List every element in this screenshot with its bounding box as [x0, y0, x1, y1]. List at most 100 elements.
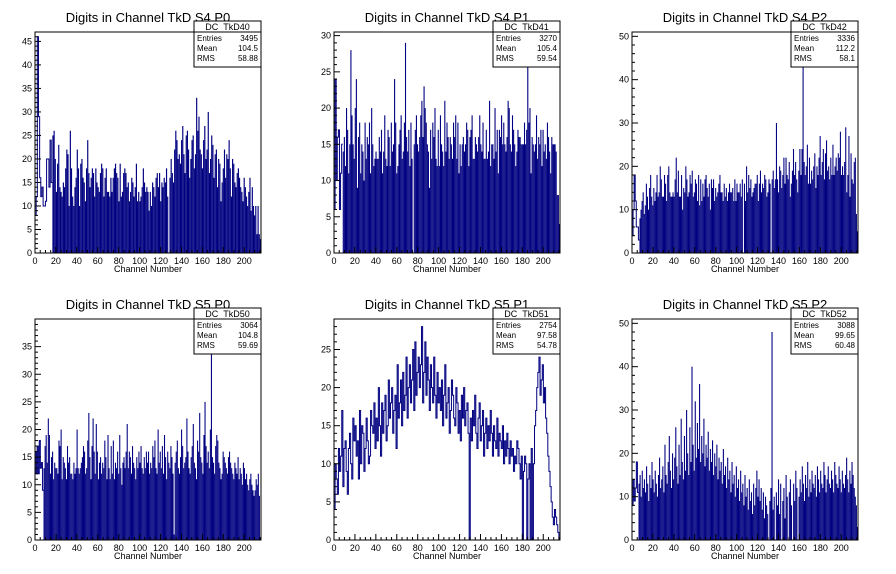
bin-88 [725, 188, 727, 253]
bin-140 [486, 158, 488, 253]
bin-168 [517, 129, 519, 253]
bin-127 [472, 158, 474, 253]
bin-110 [749, 188, 751, 253]
bin-89 [138, 191, 140, 253]
bin-157 [801, 466, 803, 540]
x-tick-label: 80 [711, 543, 721, 553]
x-tick-label: 20 [350, 543, 360, 553]
stats-value: 58.88 [238, 54, 259, 63]
stats-label: RMS [496, 54, 514, 63]
bin-202 [554, 144, 556, 253]
bin-46 [681, 462, 683, 540]
bin-126 [169, 468, 171, 540]
bin-93 [731, 192, 733, 253]
bin-118 [171, 173, 173, 253]
x-tick-label: 60 [392, 256, 402, 266]
bin-47 [85, 473, 87, 540]
bin-79 [126, 187, 128, 253]
bin-89 [431, 158, 433, 253]
bin-163 [208, 468, 210, 540]
bin-152 [211, 135, 213, 253]
bin-173 [819, 492, 821, 540]
y-tick-label: 40 [22, 60, 32, 70]
bin-47 [385, 158, 387, 253]
bin-183 [230, 462, 232, 540]
bin-141 [487, 151, 490, 253]
bin-95 [136, 457, 138, 540]
bin-113 [752, 192, 754, 253]
bin-86 [724, 466, 727, 540]
bin-41 [78, 473, 80, 540]
bin-154 [798, 496, 800, 540]
histogram-bins [333, 42, 560, 254]
bin-202 [250, 473, 252, 540]
bin-168 [214, 473, 216, 540]
bin-162 [222, 168, 224, 253]
bin-75 [711, 188, 714, 253]
bin-89 [726, 201, 728, 253]
bin-16 [52, 451, 54, 540]
bin-41 [82, 177, 84, 253]
bin-151 [795, 470, 797, 540]
bin-176 [238, 177, 241, 253]
bin-78 [125, 173, 127, 253]
y-tick-label: 45 [22, 36, 32, 46]
bin-174 [817, 175, 819, 253]
x-tick-label: 40 [371, 256, 381, 266]
bin-96 [734, 179, 736, 253]
bin-130 [772, 509, 774, 540]
bin-164 [209, 429, 211, 540]
bin-199 [844, 162, 846, 253]
bin-171 [814, 153, 816, 253]
bin-107 [450, 144, 452, 253]
x-tick-label: 160 [195, 256, 210, 266]
bin-155 [797, 192, 799, 253]
bin-143 [784, 183, 786, 253]
bin-51 [94, 196, 96, 253]
y-tick-label: 15 [321, 421, 331, 431]
bin-25 [361, 144, 363, 253]
bin-72 [708, 183, 710, 253]
bin-131 [773, 496, 775, 540]
bin-50 [388, 137, 390, 253]
bin-187 [831, 175, 833, 253]
bin-100 [141, 468, 143, 540]
bin-45 [383, 151, 385, 253]
histogram-pad-2: Digits in Channel TkD S4 P20 20 40 60 80 100 1… [619, 10, 859, 274]
bin-200 [848, 492, 850, 540]
bin-146 [204, 126, 206, 253]
bin-205 [253, 495, 255, 540]
bin-63 [102, 462, 104, 540]
bin-137 [780, 483, 782, 540]
bin-189 [540, 129, 542, 253]
bin-140 [783, 488, 785, 540]
bin-192 [239, 468, 241, 540]
bin-50 [88, 412, 90, 540]
bin-98 [737, 479, 740, 540]
stats-box-name: DC_TkD52 [802, 309, 847, 319]
bin-102 [153, 187, 155, 253]
bin-10 [344, 166, 347, 253]
bin-197 [245, 479, 247, 540]
x-tick-label: 0 [629, 256, 634, 266]
bin-66 [703, 418, 705, 540]
bin-180 [530, 173, 532, 253]
bin-116 [169, 177, 171, 253]
y-tick-label: 15 [22, 177, 32, 187]
plot-frame [34, 31, 262, 254]
bin-171 [520, 144, 522, 253]
bin-118 [160, 468, 162, 540]
bin-165 [226, 154, 228, 253]
bin-111 [750, 179, 752, 253]
stats-value: 59.54 [537, 54, 558, 63]
bin-198 [846, 457, 848, 540]
bin-87 [135, 163, 137, 253]
bin-26 [65, 168, 67, 253]
bin-12 [347, 129, 349, 253]
bin-139 [196, 97, 198, 253]
bin-outline [34, 440, 44, 540]
bin-158 [218, 158, 220, 253]
bin-185 [832, 479, 834, 540]
bin-165 [514, 144, 516, 253]
